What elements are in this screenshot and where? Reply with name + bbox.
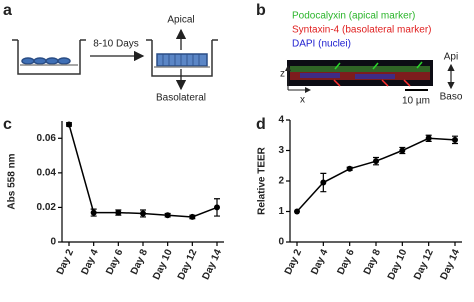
legend-text: Syntaxin-4 (basolateral marker) <box>292 25 432 36</box>
x-tick-label: Day 12 <box>176 247 200 281</box>
x-tick-label: Day 2 <box>283 247 304 276</box>
point <box>346 165 353 172</box>
x-tick-label: Day 14 <box>201 247 225 281</box>
y-tick-label: 0.04 <box>37 167 57 178</box>
z-label: z <box>280 69 285 80</box>
point <box>214 204 220 211</box>
panel-label: a <box>3 2 12 19</box>
x-tick-label: Day 8 <box>129 247 150 276</box>
y-tick-label: 3 <box>278 145 284 156</box>
point <box>189 213 196 220</box>
point <box>90 209 97 216</box>
y-axis-label: Relative TEER <box>257 146 268 215</box>
apical-label: Apical <box>167 15 194 26</box>
baso-label: Baso <box>440 92 463 103</box>
point <box>320 179 327 186</box>
point <box>294 208 300 215</box>
legend-text: Podocalyxin (apical marker) <box>292 11 415 22</box>
well-left <box>12 39 86 75</box>
x-tick-label: Day 10 <box>386 247 410 281</box>
x-tick-label: Day 2 <box>55 247 76 276</box>
y-tick-label: 1 <box>278 206 284 217</box>
panel-label: b <box>256 2 266 19</box>
x-tick-label: Day 14 <box>439 247 463 281</box>
x-tick-label: Day 6 <box>336 247 357 276</box>
point <box>425 135 432 142</box>
panel-label: d <box>256 116 266 133</box>
point <box>452 136 458 143</box>
basolateral-label: Basolateral <box>156 93 206 104</box>
point <box>66 121 72 128</box>
point <box>373 158 379 165</box>
x-tick-label: Day 6 <box>104 247 125 276</box>
y-tick-label: 0 <box>278 237 284 248</box>
panel-label: c <box>3 116 12 133</box>
x-tick-label: Day 4 <box>309 247 330 276</box>
point <box>140 210 146 217</box>
legend-text: DAPI (nuclei) <box>292 39 351 50</box>
y-tick-label: 0.06 <box>37 133 57 144</box>
line <box>68 124 218 218</box>
y-tick-label: 0.02 <box>37 202 57 213</box>
x-tick-label: Day 10 <box>151 247 175 281</box>
y-axis-label: Abs 558 nm <box>7 153 18 209</box>
scale-label: 10 µm <box>402 96 430 107</box>
api-label: Api <box>444 52 458 63</box>
y-tick-label: 2 <box>278 176 284 187</box>
step-label: 8-10 Days <box>93 39 139 50</box>
point <box>164 212 171 219</box>
point <box>115 209 122 216</box>
x-label: x <box>300 95 305 106</box>
x-tick-label: Day 12 <box>412 247 436 281</box>
x-tick-label: Day 4 <box>80 247 101 276</box>
x-tick-label: Day 8 <box>362 247 383 276</box>
micrograph <box>287 60 433 91</box>
y-tick-label: 4 <box>278 115 284 126</box>
point <box>399 147 406 154</box>
well-right <box>146 39 218 77</box>
line <box>296 137 456 213</box>
y-tick-label: 0 <box>50 237 56 248</box>
